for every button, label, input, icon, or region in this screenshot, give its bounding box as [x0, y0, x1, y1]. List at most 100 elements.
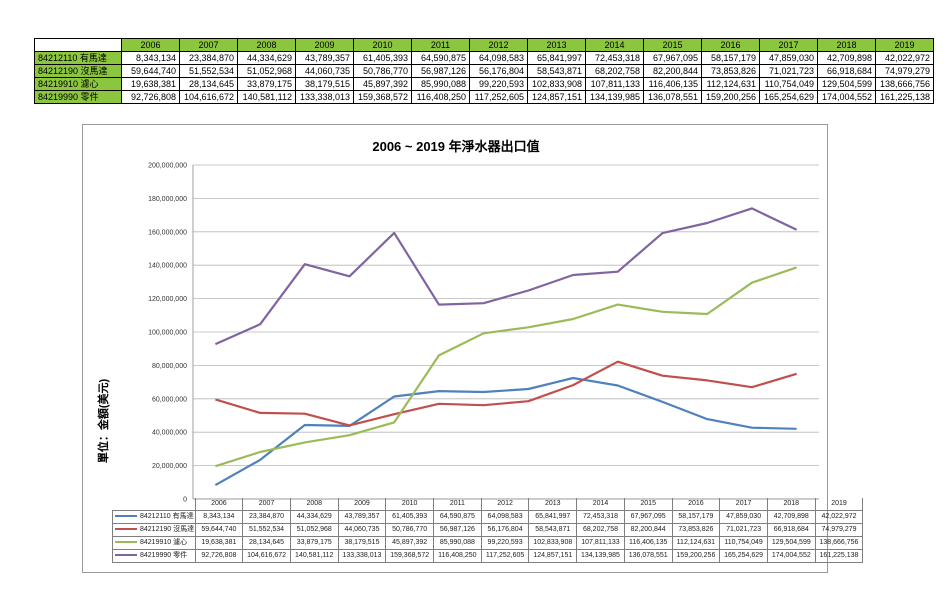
- data-label: 72,453,318: [576, 510, 625, 524]
- legend-entry: 84212190 沒馬達: [112, 523, 196, 537]
- series-line-2: [215, 266, 797, 468]
- x-tick-label: 2012: [480, 498, 530, 511]
- data-label: 56,176,804: [480, 523, 530, 537]
- data-label: 47,859,030: [719, 510, 768, 524]
- y-tick-label: 120,000,000: [148, 296, 187, 303]
- data-label: 58,157,179: [671, 510, 721, 524]
- data-label: 73,853,826: [671, 523, 721, 537]
- legend-label: 84212110 有馬達: [140, 513, 194, 520]
- series-line-1: [215, 360, 797, 427]
- year-header-cell: 2009: [295, 38, 354, 52]
- x-tick-label: 2016: [671, 498, 721, 511]
- year-header-cell: 2019: [875, 38, 934, 52]
- value-cell: 8,343,134: [121, 51, 180, 65]
- data-label: 33,879,175: [289, 536, 339, 550]
- y-tick-label: 140,000,000: [148, 263, 187, 270]
- x-tick-label: 2013: [528, 498, 578, 511]
- value-cell: 58,543,871: [527, 64, 586, 78]
- data-label: 134,139,985: [576, 549, 625, 563]
- year-header-cell: 2014: [585, 38, 644, 52]
- value-cell: 107,811,133: [585, 77, 644, 91]
- data-label: 107,811,133: [576, 536, 625, 550]
- table-row: 84212190 沒馬達 59,644,740 51,552,534 51,052,9…: [112, 523, 864, 537]
- data-label: 161,225,138: [814, 549, 864, 563]
- value-cell: 134,139,985: [585, 90, 644, 104]
- year-header-cell: 2011: [411, 38, 470, 52]
- y-tick-label: 40,000,000: [152, 430, 187, 437]
- legend-swatch: [115, 541, 137, 544]
- data-label: 159,200,256: [671, 549, 721, 563]
- source-data-table: 2006 2007 2008 2009 2010 2011 2012 2013 2014 2015…: [34, 38, 934, 104]
- legend-label: 84212190 沒馬達: [140, 526, 195, 533]
- value-cell: 58,157,179: [701, 51, 760, 65]
- data-label: 42,709,898: [766, 510, 816, 524]
- legend-swatch: [115, 528, 137, 531]
- data-label: 38,179,515: [337, 536, 387, 550]
- data-label: 133,338,013: [337, 549, 387, 563]
- x-tick-label: 2017: [719, 498, 768, 511]
- data-label: 165,254,629: [719, 549, 768, 563]
- value-cell: 51,552,534: [179, 64, 238, 78]
- value-cell: 43,789,357: [295, 51, 354, 65]
- value-cell: 56,987,126: [411, 64, 470, 78]
- data-label: 129,504,599: [766, 536, 816, 550]
- series-line-0: [214, 376, 797, 487]
- series-name-cell: 84219910 濾心: [34, 77, 122, 91]
- value-cell: 50,786,770: [353, 64, 412, 78]
- data-label: 64,590,875: [433, 510, 482, 524]
- table-row: 84212110 有馬達 8,343,134 23,384,870 44,334,62…: [112, 510, 864, 524]
- value-cell: 64,098,583: [469, 51, 528, 65]
- value-cell: 117,252,605: [469, 90, 528, 104]
- value-cell: 65,841,997: [527, 51, 586, 65]
- value-cell: 71,021,723: [759, 64, 818, 78]
- value-cell: 59,644,740: [121, 64, 180, 78]
- data-label: 19,638,381: [194, 536, 244, 550]
- year-header-cell: 2018: [817, 38, 876, 52]
- data-label: 65,841,997: [528, 510, 578, 524]
- x-tick-label: 2011: [433, 498, 482, 511]
- data-label: 64,098,583: [480, 510, 530, 524]
- data-label: 44,060,735: [337, 523, 387, 537]
- series-name-cell: 84212110 有馬達: [34, 51, 122, 65]
- value-cell: 66,918,684: [817, 64, 876, 78]
- legend-swatch: [115, 554, 137, 557]
- value-cell: 116,408,250: [411, 90, 470, 104]
- value-cell: 56,176,804: [469, 64, 528, 78]
- value-cell: 124,857,151: [527, 90, 586, 104]
- x-tick-label: 2018: [766, 498, 816, 511]
- value-cell: 42,022,972: [875, 51, 934, 65]
- data-label: 116,408,250: [433, 549, 482, 563]
- data-label: 110,754,049: [719, 536, 768, 550]
- value-cell: 110,754,049: [759, 77, 818, 91]
- data-label: 138,666,756: [814, 536, 864, 550]
- year-header-cell: 2017: [759, 38, 818, 52]
- legend-entry: 84212110 有馬達: [112, 510, 196, 524]
- table-row: 84219990 零件 92,726,808 104,616,672 140,581,…: [34, 90, 934, 104]
- value-cell: 28,134,645: [179, 77, 238, 91]
- year-header-cell: 2010: [353, 38, 412, 52]
- value-cell: 138,666,756: [875, 77, 934, 91]
- value-cell: 102,833,908: [527, 77, 586, 91]
- data-label: 23,384,870: [242, 510, 291, 524]
- series-name-cell: 84219990 零件: [34, 90, 122, 104]
- value-cell: 44,060,735: [295, 64, 354, 78]
- chart-data-table: 2006 2007 2008 2009 2010 2011 2012 2013 2014 2015…: [112, 498, 864, 563]
- value-cell: 68,202,758: [585, 64, 644, 78]
- value-cell: 159,200,256: [701, 90, 760, 104]
- table-corner-cell: [34, 38, 122, 52]
- data-label: 140,581,112: [289, 549, 339, 563]
- value-cell: 67,967,095: [643, 51, 702, 65]
- data-label: 59,644,740: [194, 523, 244, 537]
- data-label: 159,368,572: [385, 549, 435, 563]
- value-cell: 136,078,551: [643, 90, 702, 104]
- year-header-cell: 2012: [469, 38, 528, 52]
- data-label: 85,990,088: [433, 536, 482, 550]
- legend-entry: 84219990 零件: [112, 549, 196, 563]
- table-row: 84219910 濾心 19,638,381 28,134,645 33,879,17…: [112, 536, 864, 550]
- value-cell: 104,616,672: [179, 90, 238, 104]
- legend-entry: 84219910 濾心: [112, 536, 196, 550]
- value-cell: 99,220,593: [469, 77, 528, 91]
- data-label: 66,918,684: [766, 523, 816, 537]
- data-label: 112,124,631: [671, 536, 721, 550]
- y-tick-label: 100,000,000: [148, 330, 187, 337]
